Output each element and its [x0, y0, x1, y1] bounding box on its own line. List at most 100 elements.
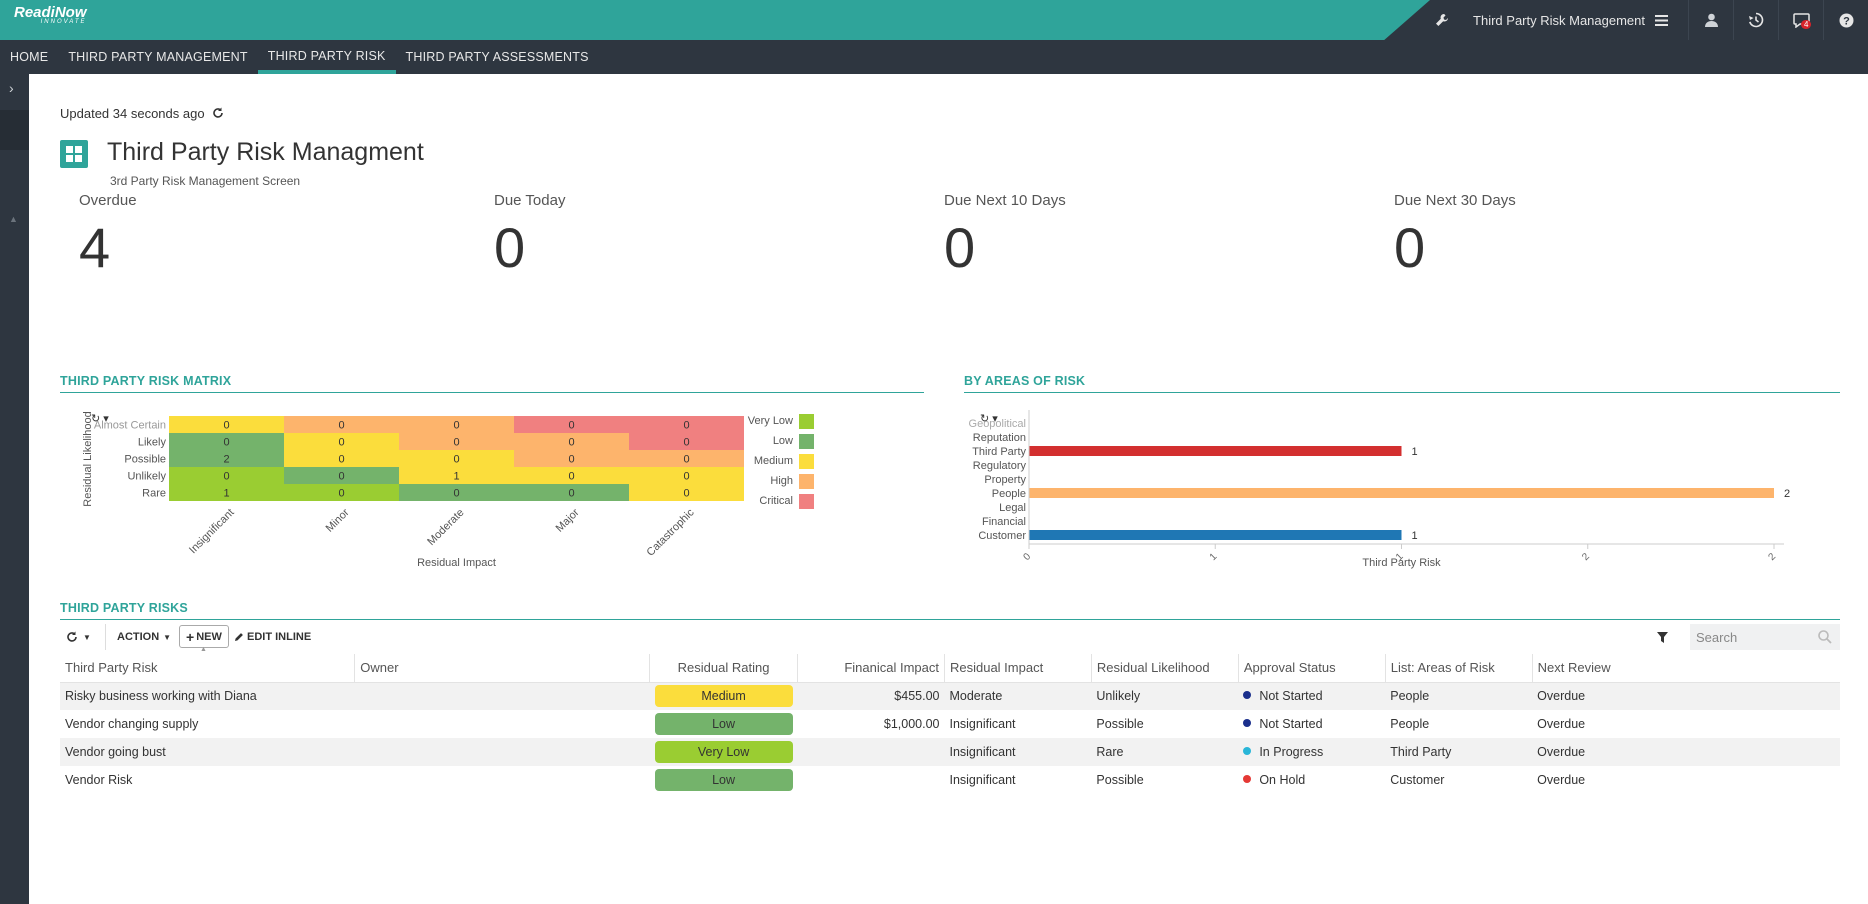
search-icon[interactable]: [1818, 630, 1832, 644]
notification-badge: 4: [1801, 20, 1812, 29]
table-header-row: Third Party Risk ▲ Owner Residual Rating…: [60, 646, 1840, 683]
matrix-cell[interactable]: [169, 433, 284, 450]
matrix-cell[interactable]: [284, 484, 399, 501]
tab-home[interactable]: HOME: [10, 50, 49, 64]
matrix-cell[interactable]: [399, 416, 514, 433]
edit-inline-label: EDIT INLINE: [247, 631, 312, 643]
legend-swatch: [799, 494, 814, 509]
matrix-cell[interactable]: [629, 484, 744, 501]
refresh-dropdown[interactable]: ▼: [66, 624, 91, 650]
left-rail: › ▲: [0, 74, 29, 904]
matrix-cell[interactable]: [629, 433, 744, 450]
new-button[interactable]: + NEW: [179, 625, 229, 648]
table-row[interactable]: Vendor changing supply Low $1,000.00 Insign…: [60, 710, 1840, 738]
column-header-next-review[interactable]: Next Review: [1532, 654, 1840, 683]
matrix-cell[interactable]: [514, 433, 629, 450]
risks-table: Third Party Risk ▲ Owner Residual Rating…: [60, 646, 1840, 794]
kpi-due-next-30-days[interactable]: Due Next 30 Days 0: [1394, 192, 1516, 280]
chat-bubble-icon: [1792, 12, 1810, 28]
refresh-icon[interactable]: [212, 107, 224, 119]
edit-inline-button[interactable]: EDIT INLINE: [234, 624, 311, 650]
matrix-cell[interactable]: [284, 433, 399, 450]
matrix-cell-value: 0: [568, 437, 574, 449]
chevron-right-icon[interactable]: ›: [9, 80, 14, 96]
column-header-residual-impact[interactable]: Residual Impact: [944, 654, 1092, 683]
help-icon[interactable]: ?: [1824, 0, 1868, 40]
matrix-cell[interactable]: [169, 484, 284, 501]
matrix-cell[interactable]: [284, 467, 399, 484]
kpi-value: 0: [494, 216, 526, 279]
row-label: Rare: [142, 488, 166, 500]
tab-third-party-assessments[interactable]: THIRD PARTY ASSESSMENTS: [405, 50, 589, 64]
logo-text: ReadiNow: [14, 4, 87, 21]
cell-residual-rating: Very Low: [649, 738, 798, 766]
category-label: Third Party: [972, 446, 1026, 458]
column-label: Catastrophic: [644, 506, 697, 559]
app-menu-button[interactable]: Third Party Risk Management: [1461, 0, 1688, 40]
column-header-approval-status[interactable]: Approval Status: [1238, 654, 1386, 683]
user-icon[interactable]: [1689, 0, 1733, 40]
history-icon[interactable]: [1734, 0, 1778, 40]
wrench-icon[interactable]: [1423, 0, 1461, 40]
logo-subtext: INNOVATE: [40, 19, 87, 25]
table-row[interactable]: Risky business working with Diana Medium $…: [60, 682, 1840, 710]
matrix-cell[interactable]: [514, 467, 629, 484]
matrix-cell[interactable]: [514, 450, 629, 467]
readinow-logo[interactable]: ReadiNow INNOVATE: [14, 4, 87, 25]
matrix-cell[interactable]: [629, 416, 744, 433]
column-header-residual-likelihood[interactable]: Residual Likelihood: [1091, 654, 1239, 683]
tab-third-party-management[interactable]: THIRD PARTY MANAGEMENT: [68, 50, 248, 64]
column-label: Major: [554, 506, 582, 534]
table-row[interactable]: Vendor going bust Very Low Insignificant Ra…: [60, 738, 1840, 766]
matrix-cell-value: 0: [683, 471, 689, 483]
bar[interactable]: [1029, 446, 1402, 456]
tab-third-party-risk[interactable]: THIRD PARTY RISK: [257, 40, 396, 74]
chart-refresh-icon[interactable]: ↻ ▾: [91, 413, 109, 425]
matrix-cell[interactable]: [284, 416, 399, 433]
table-row[interactable]: Vendor Risk Low Insignificant Possible On Ho…: [60, 766, 1840, 794]
action-menu-button[interactable]: ACTION ▼: [117, 624, 171, 650]
matrix-cell-value: 1: [223, 488, 229, 500]
column-header-financial-impact[interactable]: Finanical Impact: [797, 654, 945, 683]
rail-selected-block[interactable]: [0, 110, 29, 150]
cell-approval-status: In Progress: [1238, 738, 1386, 766]
filter-icon[interactable]: [1657, 624, 1668, 650]
cell-residual-likelihood: Unlikely: [1091, 682, 1239, 710]
matrix-cell[interactable]: [399, 484, 514, 501]
notifications-button[interactable]: 4: [1779, 0, 1823, 40]
matrix-cell[interactable]: [629, 467, 744, 484]
column-header-residual-rating[interactable]: Residual Rating: [649, 654, 799, 683]
matrix-cell[interactable]: [169, 450, 284, 467]
cell-financial-impact: $455.00: [797, 682, 945, 710]
matrix-cell[interactable]: [399, 467, 514, 484]
x-tick-label: 2: [1580, 551, 1592, 563]
category-label: Geopolitical: [969, 418, 1026, 430]
matrix-cell[interactable]: [169, 467, 284, 484]
search-input[interactable]: [1690, 624, 1840, 650]
column-header-areas-of-risk[interactable]: List: Areas of Risk: [1385, 654, 1533, 683]
kpi-overdue[interactable]: Overdue 4: [79, 192, 137, 280]
caret-up-icon[interactable]: ▲: [9, 214, 18, 224]
cell-next-review: Overdue: [1532, 738, 1840, 766]
status-text: Not Started: [1259, 689, 1323, 704]
cell-areas-of-risk: Third Party: [1385, 738, 1533, 766]
matrix-cell[interactable]: [514, 416, 629, 433]
kpi-due-next-10-days[interactable]: Due Next 10 Days 0: [944, 192, 1066, 280]
bar[interactable]: [1029, 530, 1402, 540]
cell-owner: [354, 682, 650, 710]
chart-refresh-icon[interactable]: ↻ ▾: [980, 413, 998, 425]
matrix-cell-value: 0: [223, 471, 229, 483]
matrix-cell[interactable]: [169, 416, 284, 433]
matrix-cell[interactable]: [399, 433, 514, 450]
column-header-third-party-risk[interactable]: Third Party Risk ▲: [60, 646, 356, 683]
x-axis-label: Third Party Risk: [1362, 557, 1441, 569]
matrix-cell[interactable]: [284, 450, 399, 467]
matrix-cell[interactable]: [629, 450, 744, 467]
matrix-cell[interactable]: [399, 450, 514, 467]
bar[interactable]: [1029, 488, 1774, 498]
row-label: Unlikely: [127, 471, 166, 483]
column-header-owner[interactable]: Owner: [354, 654, 651, 683]
top-header: ReadiNow INNOVATE Third Party Risk Manag…: [0, 0, 1868, 40]
kpi-due-today[interactable]: Due Today 0: [494, 192, 565, 280]
matrix-cell[interactable]: [514, 484, 629, 501]
